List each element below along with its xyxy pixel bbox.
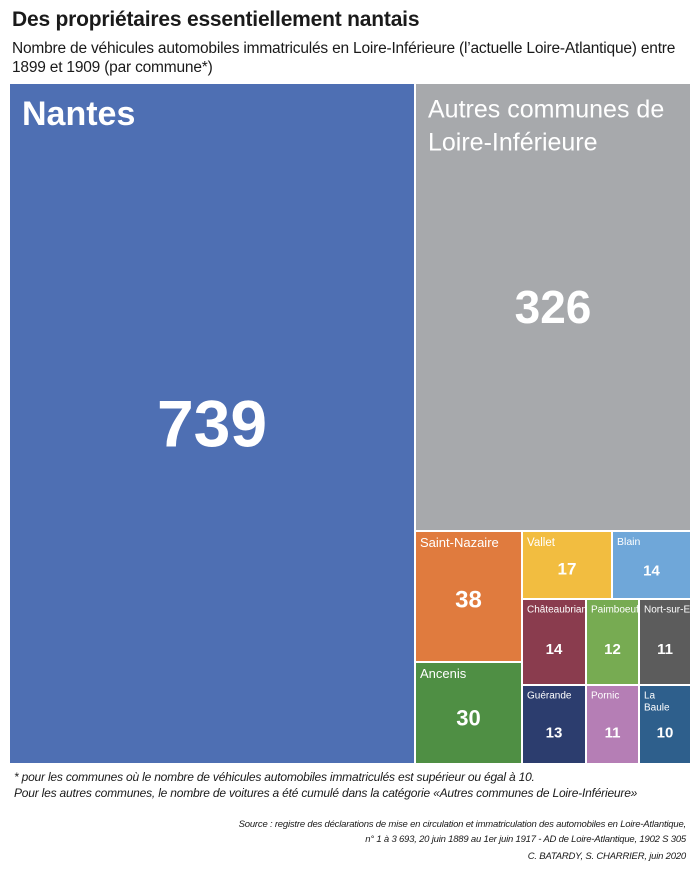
cell-ancenis [416, 663, 521, 763]
label-guerande: Guérande [527, 691, 572, 702]
label-nort-sur-erdre: Nort-sur-Erdre [644, 605, 700, 616]
cell-nantes [10, 84, 414, 763]
value-autres-communes-de-loire-inferieure: 326 [515, 281, 592, 333]
footnote-line-2: Pour les autres communes, le nombre de v… [14, 786, 638, 800]
value-pornic: 11 [605, 724, 621, 741]
label-autres-communes-de-loire-inferieure: Autres communes de Loire-Inférieure [428, 95, 664, 156]
value-guerande: 13 [546, 724, 563, 741]
value-nort-sur-erdre: 11 [657, 641, 673, 658]
value-vallet: 17 [558, 559, 577, 578]
cell-la-baule [640, 686, 690, 763]
cell-vallet [523, 532, 611, 598]
label-ancenis: Ancenis [420, 666, 467, 681]
cell-paimboeuf [587, 600, 638, 684]
cell-chateaubriant [523, 600, 585, 684]
value-la-baule: 10 [657, 724, 674, 741]
value-chateaubriant: 14 [546, 641, 563, 658]
value-ancenis: 30 [456, 706, 480, 731]
chart-subtitle: Nombre de véhicules automobiles immatric… [12, 40, 676, 76]
label-blain: Blain [617, 536, 641, 548]
cell-guerande [523, 686, 585, 763]
label-vallet: Vallet [527, 537, 556, 549]
label-saint-nazaire: Saint-Nazaire [420, 535, 499, 550]
cell-pornic [587, 686, 638, 763]
cell-nort-sur-erdre [640, 600, 690, 684]
cell-saint-nazaire [416, 532, 521, 661]
label-chateaubriant: Châteaubriant [527, 605, 590, 616]
source-note: Source : registre des déclarations de mi… [86, 817, 687, 847]
footnote-line-1: * pour les communes où le nombre de véhi… [14, 770, 535, 784]
footnote: * pour les communes où le nombre de véhi… [14, 769, 694, 801]
source-line-2: n° 1 à 3 693, 20 juin 1889 au 1er juin 1… [365, 834, 686, 845]
label-paimboeuf: Paimboeuf [591, 605, 639, 616]
value-paimboeuf: 12 [604, 641, 621, 658]
label-la-baule: La Baule [644, 691, 670, 714]
source-line-1: Source : registre des déclarations de mi… [238, 819, 687, 830]
label-nantes: Nantes [22, 95, 135, 133]
label-pornic: Pornic [591, 691, 619, 702]
value-blain: 14 [643, 563, 660, 580]
cell-blain [613, 532, 690, 598]
value-nantes: 739 [157, 387, 267, 461]
value-saint-nazaire: 38 [455, 586, 482, 613]
credit: C. BATARDY, S. CHARRIER, juin 2020 [527, 851, 686, 862]
chart-title: Des propriétaires essentiellement nantai… [12, 8, 420, 31]
cell-autres-communes-de-loire-inferieure [416, 84, 690, 530]
